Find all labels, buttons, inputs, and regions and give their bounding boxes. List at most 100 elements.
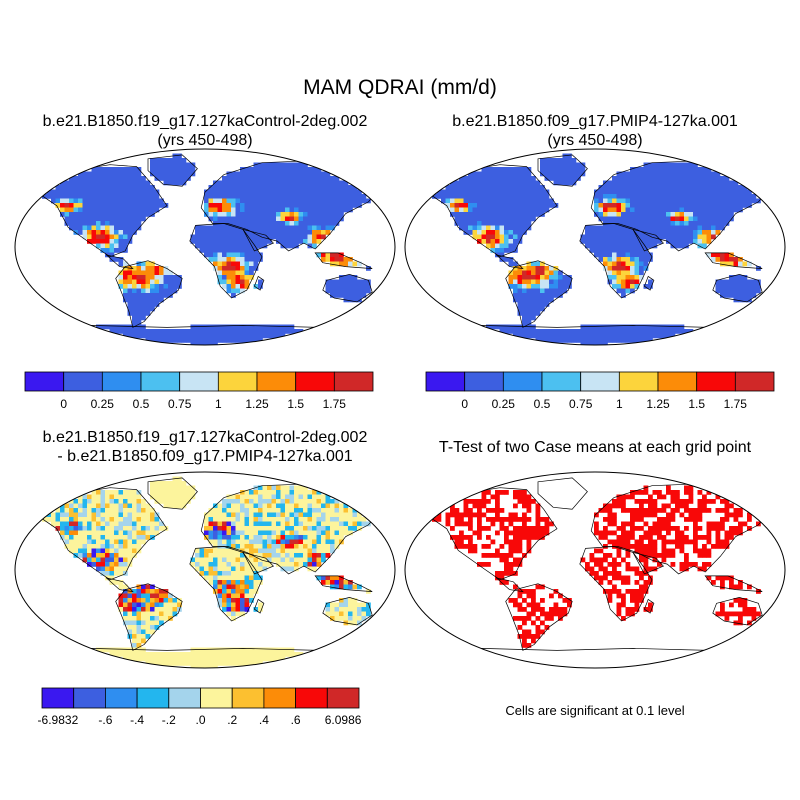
colorbar-control: 0 0.25 0.5 0.75 1 1.25 1.5 1.75 xyxy=(24,371,374,411)
colorbar-label: .2 xyxy=(227,713,237,727)
colorbar-label: .4 xyxy=(259,713,269,727)
coastline-maritime-asia xyxy=(314,252,373,269)
colorbar-swatch xyxy=(696,371,736,392)
colorbar-swatch xyxy=(295,687,328,709)
colorbar-label: 1.75 xyxy=(323,397,347,411)
panel-title-pmip4: b.e21.B1850.f09_g17.PMIP4-127ka.001 (yrs… xyxy=(400,112,790,150)
colorbar-swatch xyxy=(618,371,659,392)
colorbar-label: 1.75 xyxy=(724,397,748,411)
colorbar-swatch xyxy=(140,371,181,392)
gridded-field xyxy=(432,153,761,345)
colorbar-label: 1.25 xyxy=(245,397,269,411)
map-border xyxy=(14,471,396,669)
coastline-eurasia xyxy=(590,483,775,575)
coastline-madagascar xyxy=(253,598,265,614)
coastline-greenland xyxy=(147,154,198,187)
colorbar-label: 1.5 xyxy=(688,397,705,411)
panel-title-control: b.e21.B1850.f19_g17.127kaControl-2deg.00… xyxy=(10,112,400,150)
coastline-central-america xyxy=(105,577,134,593)
colorbar-label: .6 xyxy=(291,713,301,727)
panel-title-difference-line2: - b.e21.B1850.f09_g17.PMIP4-127ka.001 xyxy=(57,448,353,465)
coastline-north-america xyxy=(423,164,558,258)
gridded-field xyxy=(42,153,371,345)
colorbar-swatch xyxy=(263,687,296,709)
coastline-north-america xyxy=(33,487,168,581)
map-border xyxy=(404,148,786,346)
colorbar-label: 0 xyxy=(60,397,67,411)
map-panel-pmip4 xyxy=(404,148,786,346)
colorbar-swatch xyxy=(231,687,265,709)
coastline-eurasia xyxy=(590,160,775,252)
coastline-eurasia xyxy=(200,483,385,575)
colorbar-label: 0.5 xyxy=(133,397,150,411)
colorbar-swatch xyxy=(217,371,258,392)
colorbar-label: -6.9832 xyxy=(38,713,79,727)
coastline-greenland xyxy=(537,477,588,510)
colorbar-label: -.6 xyxy=(98,713,112,727)
coastline-central-america xyxy=(495,577,524,593)
colorbar-swatch xyxy=(179,371,219,392)
colorbar-label: 6.0986 xyxy=(325,713,362,727)
colorbar-label: 0.25 xyxy=(492,397,516,411)
coastline-greenland xyxy=(537,154,588,187)
coastline-madagascar xyxy=(643,275,655,291)
panel-title-ttest: T-Test of two Case means at each grid po… xyxy=(400,438,790,457)
coastline-north-america xyxy=(33,164,168,258)
colorbar-label: 1 xyxy=(616,397,623,411)
coastline-arabia xyxy=(632,551,665,575)
coastline-south-america xyxy=(115,260,183,328)
colorbar-swatch xyxy=(24,371,65,392)
colorbar-swatch xyxy=(200,687,233,709)
coastline-maritime-asia xyxy=(314,575,373,592)
colorbar-label: -.2 xyxy=(162,713,176,727)
coastline-arabia xyxy=(632,228,665,252)
colorbar-pmip4: 0 0.25 0.5 0.75 1 1.25 1.5 1.75 xyxy=(425,371,775,411)
coastline-australia xyxy=(712,274,763,303)
colorbar-swatch xyxy=(502,371,543,392)
colorbar-label: 0.5 xyxy=(534,397,551,411)
significance-note: Cells are significant at 0.1 level xyxy=(505,703,685,718)
colorbar-swatch xyxy=(657,371,698,392)
panel-title-control-line1: b.e21.B1850.f19_g17.127kaControl-2deg.00… xyxy=(42,113,368,130)
coastlines xyxy=(420,154,775,345)
coastline-greenland xyxy=(147,477,198,510)
colorbar-swatch xyxy=(464,371,504,392)
colorbar-label: 0.75 xyxy=(168,397,192,411)
coastline-south-america xyxy=(505,583,573,651)
coastline-australia xyxy=(322,597,373,626)
coastline-eurasia xyxy=(200,160,385,252)
panel-title-pmip4-line1: b.e21.B1850.f09_g17.PMIP4-127ka.001 xyxy=(452,113,738,130)
colorbar-swatch xyxy=(734,371,775,392)
colorbar-label: 0.75 xyxy=(569,397,593,411)
coastline-north-america xyxy=(423,487,558,581)
figure-title: MAM QDRAI (mm/d) xyxy=(303,76,497,99)
colorbar-swatch xyxy=(256,371,297,392)
panel-title-difference-line1: b.e21.B1850.f19_g17.127kaControl-2deg.00… xyxy=(42,429,368,446)
coastline-south-america xyxy=(505,260,573,328)
colorbar-label: 0.25 xyxy=(91,397,115,411)
map-panel-control xyxy=(14,148,396,346)
colorbar-label: 0 xyxy=(461,397,468,411)
colorbar-label: 1.5 xyxy=(287,397,304,411)
coastline-south-america xyxy=(115,583,183,651)
colorbar-label: .0 xyxy=(195,713,205,727)
map-border xyxy=(14,148,396,346)
colorbar-swatch xyxy=(105,687,138,709)
panel-title-pmip4-line2: (yrs 450-498) xyxy=(547,132,643,149)
colorbar-label: 1 xyxy=(215,397,222,411)
colorbar-swatch xyxy=(326,687,360,709)
colorbar-difference: -6.9832 -.6 -.4 -.2 .0 .2 .4 .6 6.0986 xyxy=(38,687,362,727)
colorbar-swatch xyxy=(333,371,374,392)
colorbar-swatch xyxy=(73,687,106,709)
coastline-australia xyxy=(712,597,763,626)
panel-title-difference: b.e21.B1850.f19_g17.127kaControl-2deg.00… xyxy=(10,428,400,466)
colorbar-swatch xyxy=(136,687,170,709)
coastline-maritime-asia xyxy=(704,575,763,592)
colorbar-swatch xyxy=(168,687,201,709)
map-border xyxy=(404,471,786,669)
coastline-arabia xyxy=(242,551,275,575)
coastline-madagascar xyxy=(253,275,265,291)
colorbar-label: -.4 xyxy=(130,713,144,727)
colorbar-swatch xyxy=(41,687,75,709)
